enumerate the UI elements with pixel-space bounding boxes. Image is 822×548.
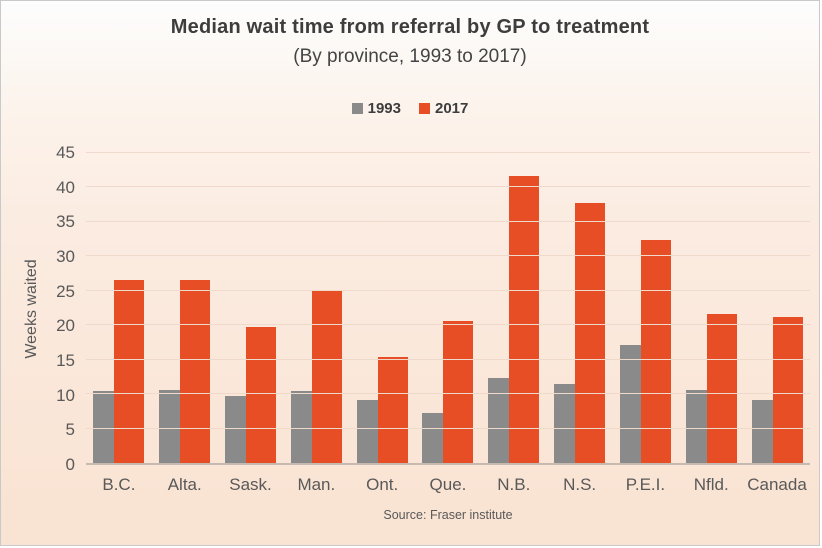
bar-1993-canada bbox=[751, 399, 773, 463]
bar-2017-bc bbox=[114, 279, 145, 463]
bar-group-nfld bbox=[678, 153, 744, 463]
legend-item-1993: 1993 bbox=[351, 100, 401, 117]
bar-group-ns bbox=[547, 153, 613, 463]
title-block: Median wait time from referral by GP to … bbox=[1, 16, 819, 68]
x-axis-label-que: Que. bbox=[429, 475, 467, 494]
bar-group-man bbox=[283, 153, 349, 463]
bar-group-que bbox=[415, 153, 481, 463]
y-tick-label-10: 10 bbox=[56, 385, 75, 405]
bar-1993-ns bbox=[554, 383, 576, 463]
bar-2017-canada bbox=[772, 316, 803, 463]
bar-group-ont bbox=[349, 153, 415, 463]
bar-1993-que bbox=[422, 412, 444, 463]
page-subtitle: (By province, 1993 to 2017) bbox=[293, 46, 527, 67]
legend-item-2017: 2017 bbox=[419, 100, 468, 117]
y-tick-label-30: 30 bbox=[56, 247, 75, 267]
y-tick-label-20: 20 bbox=[56, 316, 75, 336]
gridline-45 bbox=[86, 152, 810, 153]
bar-2017-alta bbox=[180, 280, 211, 463]
x-axis-label-sask: Sask. bbox=[229, 475, 272, 494]
x-axis-label-ns: N.S. bbox=[563, 475, 597, 494]
gridline-25 bbox=[86, 289, 810, 291]
gridline-30 bbox=[86, 255, 810, 257]
x-axis-label-man: Man. bbox=[297, 475, 336, 494]
bar-2017-nb bbox=[509, 175, 540, 463]
bar-2017-sask bbox=[246, 326, 277, 463]
bar-1993-nfld bbox=[685, 389, 707, 463]
x-axis-label-pei: P.E.I. bbox=[625, 475, 666, 494]
bar-2017-man bbox=[311, 290, 342, 463]
gridline-40 bbox=[86, 186, 810, 188]
y-axis-ticks: 0 5 10 15 20 25 30 35 40 45 bbox=[1, 143, 75, 474]
x-axis-labels: B.C. Alta. Sask. Man. Ont. Que. N.B. N.S. P.E.I.… bbox=[86, 475, 810, 495]
legend-swatch-2017 bbox=[419, 103, 430, 114]
bar-group-bc bbox=[86, 153, 152, 463]
bar-2017-ont bbox=[377, 356, 408, 463]
x-axis-label-nfld: Nfld. bbox=[693, 475, 729, 494]
bar-2017-ns bbox=[575, 202, 606, 463]
y-tick-label-35: 35 bbox=[56, 212, 75, 232]
bar-1993-bc bbox=[93, 391, 115, 463]
bar-1993-nb bbox=[488, 378, 510, 463]
gridline-35 bbox=[86, 220, 810, 222]
legend-label-2017: 2017 bbox=[435, 100, 469, 117]
bar-group-pei bbox=[613, 153, 679, 463]
page-title: Median wait time from referral by GP to … bbox=[170, 16, 650, 38]
x-axis-label-bc: B.C. bbox=[102, 475, 136, 494]
y-tick-label-40: 40 bbox=[56, 177, 75, 197]
bar-2017-nfld bbox=[706, 314, 737, 463]
bar-1993-ont bbox=[356, 400, 378, 463]
y-tick-label-0: 0 bbox=[65, 455, 75, 474]
bar-1993-man bbox=[290, 391, 312, 463]
bar-group-sask bbox=[218, 153, 284, 463]
bar-group-nb bbox=[481, 153, 547, 463]
legend: 1993 2017 bbox=[1, 100, 819, 117]
y-tick-label-5: 5 bbox=[65, 420, 75, 440]
bar-1993-sask bbox=[225, 395, 247, 463]
bar-2017-pei bbox=[640, 239, 671, 463]
legend-swatch-1993 bbox=[351, 103, 363, 114]
y-tick-label-15: 15 bbox=[56, 351, 75, 371]
bar-group-alta bbox=[152, 153, 218, 463]
source-note: Source: Fraser institute bbox=[383, 508, 513, 522]
bar-1993-pei bbox=[619, 345, 641, 463]
gridline-5 bbox=[86, 427, 810, 429]
x-axis-label-nb: N.B. bbox=[497, 475, 531, 494]
gridline-20 bbox=[86, 324, 810, 326]
bar-group-canada bbox=[744, 153, 810, 463]
gridline-15 bbox=[86, 358, 810, 360]
bar-1993-alta bbox=[159, 389, 181, 463]
bar-groups bbox=[86, 153, 810, 463]
plot-area bbox=[86, 152, 810, 465]
x-axis-label-ont: Ont. bbox=[366, 475, 399, 494]
gridline-10 bbox=[86, 393, 810, 395]
bar-2017-que bbox=[443, 321, 474, 463]
x-axis-label-alta: Alta. bbox=[167, 475, 202, 494]
legend-label-1993: 1993 bbox=[367, 100, 401, 117]
y-tick-label-25: 25 bbox=[56, 281, 75, 301]
y-tick-label-45: 45 bbox=[56, 143, 75, 162]
x-axis-label-canada: Canada bbox=[747, 475, 807, 494]
